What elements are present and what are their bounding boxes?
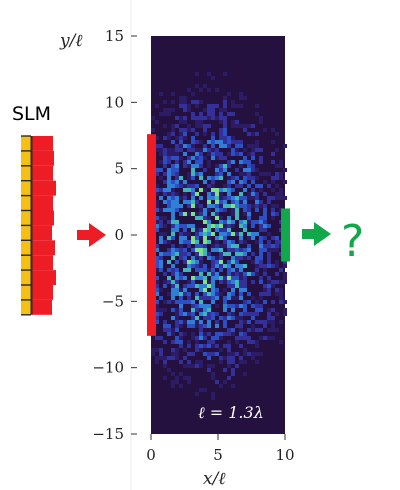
y-tick-label: −5: [102, 292, 124, 310]
slm-phase-block: [32, 210, 54, 226]
x-tick-label: 0: [146, 446, 156, 464]
output-bar: [281, 208, 290, 262]
slm-phase-block: [32, 240, 55, 256]
slm-phase-block: [32, 150, 54, 166]
speckle-cells: [151, 72, 287, 400]
slm-phase-block: [32, 270, 56, 285]
slm-phase-block: [32, 255, 53, 271]
y-axis-label: y/ℓ: [59, 31, 82, 51]
question-mark: ?: [341, 216, 364, 267]
y-tick-label: 5: [114, 160, 124, 178]
slm-label: SLM: [12, 103, 51, 125]
input-bar: [147, 134, 156, 336]
y-tick-label: 10: [105, 93, 124, 111]
slm-device: [21, 135, 56, 316]
x-tick-label: 10: [275, 446, 294, 464]
slm-phase-block: [32, 165, 53, 181]
slm-phase-block: [32, 136, 53, 151]
y-tick-label: −15: [92, 425, 124, 443]
scale-annotation: ℓ = 1.3λ: [198, 403, 264, 422]
slm-phase-block: [32, 195, 53, 211]
y-tick-label: 0: [114, 226, 124, 244]
speckle-field: [151, 36, 287, 434]
y-axis: 15 10 5 0 −5 −10 −15 y/ℓ: [59, 0, 137, 490]
y-tick-label: −10: [92, 359, 124, 377]
input-arrow: [77, 223, 106, 247]
slm-phase-block: [32, 180, 56, 196]
slm-phase-block: [32, 299, 52, 315]
slm-phase-block: [32, 225, 52, 241]
x-tick-label: 5: [213, 446, 223, 464]
x-axis-label: x/ℓ: [203, 469, 225, 489]
y-tick-label: 15: [105, 27, 124, 45]
x-axis: 0 5 10 x/ℓ: [146, 434, 295, 489]
slm-phase-block: [32, 285, 53, 300]
output-arrow: [302, 222, 331, 246]
